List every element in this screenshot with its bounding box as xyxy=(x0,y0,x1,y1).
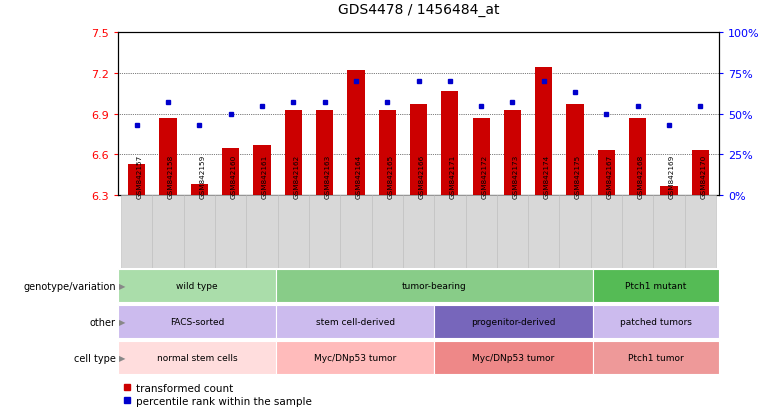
Bar xyxy=(654,196,685,268)
Bar xyxy=(128,164,145,196)
Bar xyxy=(441,91,458,196)
Text: GSM842168: GSM842168 xyxy=(638,154,644,199)
Text: tumor-bearing: tumor-bearing xyxy=(402,282,466,290)
Bar xyxy=(504,110,521,196)
Bar xyxy=(593,305,719,339)
Bar xyxy=(685,196,716,268)
Text: ▶: ▶ xyxy=(119,318,126,326)
Text: ▶: ▶ xyxy=(119,354,126,362)
Bar xyxy=(403,196,435,268)
Bar xyxy=(566,105,584,196)
Text: Myc/DNp53 tumor: Myc/DNp53 tumor xyxy=(473,354,555,362)
Text: progenitor-derived: progenitor-derived xyxy=(471,318,556,326)
Bar xyxy=(215,196,247,268)
Bar xyxy=(692,151,709,196)
Bar xyxy=(340,196,371,268)
Bar xyxy=(121,196,152,268)
Text: GSM842174: GSM842174 xyxy=(544,154,549,199)
Text: GSM842163: GSM842163 xyxy=(325,154,330,199)
Text: Myc/DNp53 tumor: Myc/DNp53 tumor xyxy=(314,354,396,362)
Bar xyxy=(276,269,593,303)
Bar xyxy=(559,196,591,268)
Text: cell type: cell type xyxy=(74,353,116,363)
Text: GSM842158: GSM842158 xyxy=(168,154,174,199)
Bar xyxy=(371,196,403,268)
Bar xyxy=(118,341,276,375)
Bar xyxy=(622,196,654,268)
Bar xyxy=(528,196,559,268)
Text: genotype/variation: genotype/variation xyxy=(23,281,116,291)
Bar xyxy=(435,305,593,339)
Bar xyxy=(661,186,677,196)
Text: GSM842157: GSM842157 xyxy=(137,154,143,199)
Legend: transformed count, percentile rank within the sample: transformed count, percentile rank withi… xyxy=(123,383,311,406)
Text: GSM842162: GSM842162 xyxy=(293,154,299,199)
Bar xyxy=(278,196,309,268)
Text: FACS-sorted: FACS-sorted xyxy=(170,318,224,326)
Bar xyxy=(160,119,177,196)
Bar xyxy=(593,269,719,303)
Text: stem cell-derived: stem cell-derived xyxy=(316,318,395,326)
Text: GSM842169: GSM842169 xyxy=(669,154,675,199)
Text: GSM842160: GSM842160 xyxy=(231,154,237,199)
Bar xyxy=(276,305,435,339)
Bar xyxy=(285,110,302,196)
Text: GSM842167: GSM842167 xyxy=(607,154,613,199)
Text: GDS4478 / 1456484_at: GDS4478 / 1456484_at xyxy=(338,2,499,17)
Bar xyxy=(410,105,427,196)
Text: GSM842165: GSM842165 xyxy=(387,154,393,199)
Bar xyxy=(316,110,333,196)
Bar xyxy=(247,196,278,268)
Text: GSM842166: GSM842166 xyxy=(419,154,425,199)
Bar xyxy=(435,341,593,375)
Bar xyxy=(379,110,396,196)
Text: other: other xyxy=(90,317,116,327)
Text: Ptch1 mutant: Ptch1 mutant xyxy=(626,282,686,290)
Bar xyxy=(183,196,215,268)
Bar xyxy=(535,68,552,196)
Text: GSM842172: GSM842172 xyxy=(481,154,487,199)
Bar xyxy=(435,196,466,268)
Bar xyxy=(276,341,435,375)
Bar xyxy=(629,119,646,196)
Bar xyxy=(118,305,276,339)
Bar xyxy=(473,119,490,196)
Bar xyxy=(598,151,615,196)
Bar xyxy=(497,196,528,268)
Bar xyxy=(222,148,239,196)
Text: GSM842170: GSM842170 xyxy=(700,154,706,199)
Bar xyxy=(152,196,183,268)
Text: normal stem cells: normal stem cells xyxy=(157,354,237,362)
Text: patched tumors: patched tumors xyxy=(620,318,692,326)
Bar xyxy=(593,341,719,375)
Text: GSM842164: GSM842164 xyxy=(356,154,362,199)
Text: GSM842171: GSM842171 xyxy=(450,154,456,199)
Bar xyxy=(118,269,276,303)
Text: GSM842161: GSM842161 xyxy=(262,154,268,199)
Text: GSM842173: GSM842173 xyxy=(512,154,518,199)
Bar xyxy=(347,71,365,196)
Bar xyxy=(253,146,271,196)
Text: wild type: wild type xyxy=(177,282,218,290)
Bar xyxy=(191,185,208,196)
Text: GSM842159: GSM842159 xyxy=(199,154,205,199)
Bar xyxy=(466,196,497,268)
Text: GSM842175: GSM842175 xyxy=(575,154,581,199)
Bar xyxy=(591,196,622,268)
Text: ▶: ▶ xyxy=(119,282,126,290)
Text: Ptch1 tumor: Ptch1 tumor xyxy=(628,354,683,362)
Bar xyxy=(309,196,340,268)
